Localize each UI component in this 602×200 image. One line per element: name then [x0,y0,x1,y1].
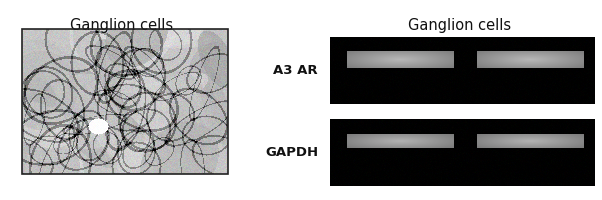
Text: GAPDH: GAPDH [265,146,318,159]
Text: Ganglion cells: Ganglion cells [408,18,512,33]
Text: Ganglion cells: Ganglion cells [70,18,173,33]
Bar [22,30,228,174]
Text: A3 AR: A3 AR [273,64,318,77]
